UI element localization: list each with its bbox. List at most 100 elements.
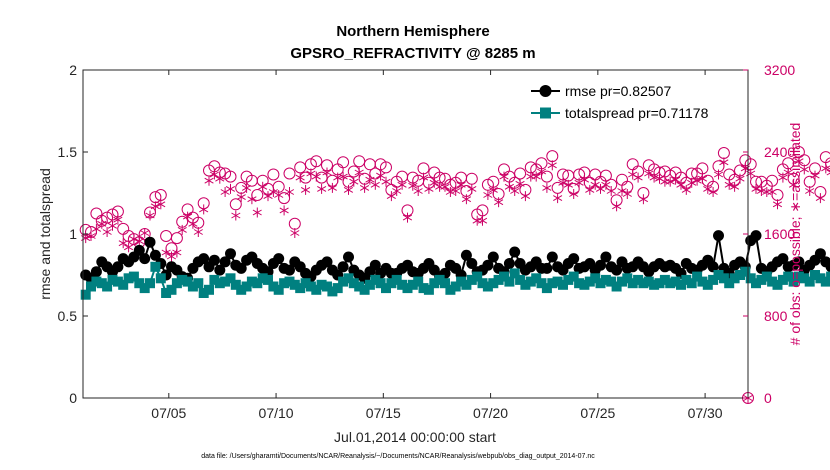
- totalspread-point: [590, 273, 601, 284]
- totalspread-point: [584, 276, 595, 287]
- totalspread-point: [257, 273, 268, 284]
- rmse-point: [284, 264, 295, 276]
- totalspread-point: [504, 276, 515, 287]
- totalspread-point: [692, 271, 703, 282]
- rmse-point: [541, 262, 553, 274]
- obs-assimilated-point: [376, 170, 386, 181]
- totalspread-point: [643, 276, 654, 287]
- obs-assimilated-point: [494, 197, 504, 208]
- totalspread-point: [563, 274, 574, 285]
- rmse-point: [273, 253, 285, 265]
- totalspread-point: [300, 278, 311, 289]
- obs-possible-point: [294, 161, 307, 174]
- obs-assimilated-point: [290, 228, 300, 238]
- totalspread-point: [391, 274, 402, 285]
- totalspread-point: [289, 279, 300, 290]
- obs-assimilated-point: [220, 187, 230, 197]
- totalspread-point: [225, 273, 236, 284]
- totalspread-point: [649, 279, 660, 290]
- totalspread-point: [531, 273, 542, 284]
- totalspread-point: [633, 274, 644, 285]
- totalspread-point: [718, 273, 729, 284]
- totalspread-point: [617, 276, 627, 287]
- totalspread-point: [713, 270, 724, 280]
- obs-assimilated-point: [729, 181, 740, 192]
- totalspread-point: [810, 270, 820, 280]
- rmse-point: [208, 254, 220, 266]
- rmse-point: [509, 246, 521, 258]
- obs-assimilated-point: [381, 176, 391, 187]
- totalspread-point: [659, 274, 670, 285]
- totalspread-point: [745, 273, 756, 284]
- obs-assimilated-point: [311, 171, 321, 182]
- obs-assimilated-point: [536, 166, 547, 177]
- obs-assimilated-point: [520, 191, 531, 202]
- obs-assimilated-point: [735, 173, 745, 184]
- obs-assimilated-point: [756, 186, 767, 196]
- totalspread-point: [740, 266, 751, 277]
- obs-assimilated-point: [671, 174, 681, 185]
- obs-assimilated-point: [547, 160, 557, 171]
- y2-axis-label: # of obs: o=possible; ∗=assimilated: [787, 123, 803, 346]
- totalspread-point: [466, 274, 477, 285]
- totalspread-point: [525, 276, 536, 287]
- obs-assimilated-point: [91, 223, 102, 234]
- totalspread-point: [322, 281, 332, 292]
- totalspread-point: [155, 273, 166, 284]
- obs-assimilated-point: [579, 174, 590, 185]
- totalspread-point: [627, 278, 638, 289]
- obs-assimilated-point: [499, 171, 509, 182]
- totalspread-point: [686, 278, 697, 289]
- obs-assimilated-point: [263, 191, 273, 202]
- totalspread-point: [102, 281, 113, 292]
- totalspread-point: [429, 278, 440, 289]
- totalspread-point: [123, 273, 134, 284]
- obs-assimilated-point: [783, 167, 793, 178]
- obs-assimilated-point: [531, 171, 541, 182]
- totalspread-point: [402, 283, 413, 294]
- rmse-point: [337, 261, 349, 273]
- totalspread-point: [91, 276, 102, 287]
- rmse-point: [707, 261, 719, 273]
- totalspread-point: [756, 274, 767, 285]
- totalspread-point: [268, 281, 279, 292]
- obs-assimilated-point: [772, 199, 783, 210]
- totalspread-point: [273, 284, 284, 295]
- totalspread-point: [80, 289, 91, 300]
- y2-tick-label: 3200: [764, 62, 795, 78]
- totalspread-point: [364, 279, 375, 290]
- y-axis-label: rmse and totalspread: [37, 168, 53, 300]
- obs-assimilated-point: [612, 201, 622, 212]
- totalspread-point: [622, 273, 633, 284]
- obs-assimilated-point: [563, 179, 573, 190]
- totalspread-point: [96, 278, 107, 289]
- obs-possible-point: [717, 147, 730, 159]
- legend-totalspread-marker: [540, 107, 551, 119]
- obs-assimilated-point: [558, 177, 568, 188]
- totalspread-point: [788, 276, 799, 287]
- chart-title: Northern Hemisphere: [336, 23, 489, 40]
- data-file-footnote: data file: /Users/gharamti/Documents/NCA…: [201, 453, 595, 460]
- obs-assimilated-point: [182, 211, 193, 222]
- obs-assimilated-point: [123, 242, 134, 253]
- obs-possible-point: [288, 217, 301, 230]
- obs-possible-point: [514, 167, 527, 180]
- totalspread-point: [305, 281, 316, 292]
- totalspread-point: [316, 279, 327, 290]
- totalspread-point: [145, 278, 155, 289]
- totalspread-point: [445, 284, 456, 295]
- obs-assimilated-point: [386, 191, 396, 202]
- rmse-point: [487, 251, 499, 263]
- totalspread-point: [568, 271, 579, 282]
- obs-assimilated-point: [359, 182, 370, 193]
- obs-possible-point: [819, 151, 830, 164]
- totalspread-point: [793, 271, 804, 282]
- totalspread-point: [611, 281, 622, 292]
- obs-assimilated-point: [751, 183, 761, 194]
- obs-assimilated-point: [687, 177, 697, 188]
- obs-possible-point: [160, 230, 173, 242]
- totalspread-point: [638, 278, 649, 289]
- y-tick-label: 0.5: [58, 308, 78, 324]
- totalspread-point: [171, 278, 182, 289]
- totalspread-point: [348, 278, 359, 289]
